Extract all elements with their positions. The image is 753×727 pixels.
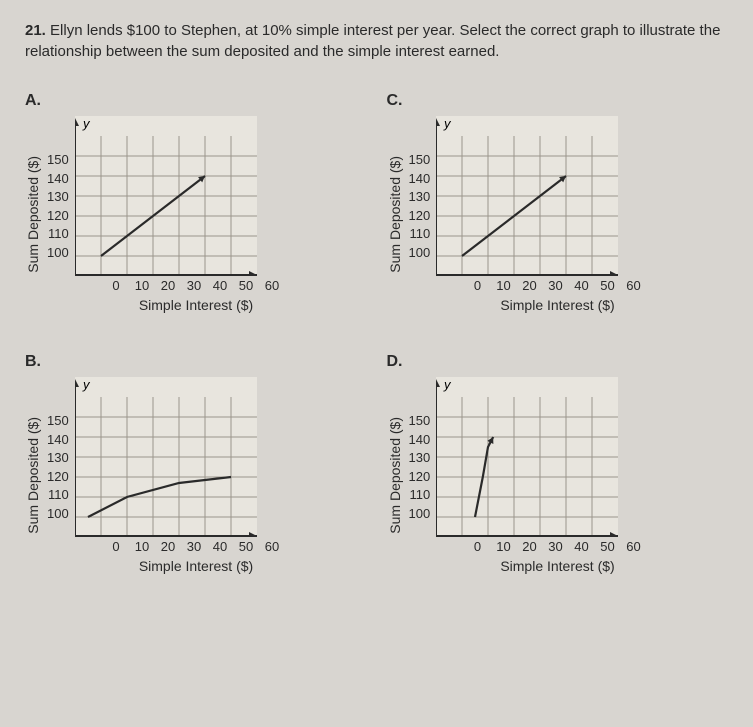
chart-wrap: Sum Deposited ($) 150140130120110100 y 0102… [25, 116, 367, 313]
chart-plot: y [75, 377, 257, 537]
chart-wrap: Sum Deposited ($) 150140130120110100 y 0102… [25, 377, 367, 574]
x-axis-label: Simple Interest ($) [469, 558, 647, 574]
svg-text:y: y [443, 377, 452, 392]
panel-D: D. Sum Deposited ($) 150140130120110100 y 01… [387, 353, 729, 574]
svg-text:y: y [82, 377, 91, 392]
y-ticks: 150140130120110100 [409, 116, 431, 260]
question-number: 21. [25, 22, 46, 39]
panel-label: D. [387, 353, 729, 371]
panel-A: A. Sum Deposited ($) 150140130120110100 y 01… [25, 92, 367, 313]
chart-plot: y [436, 116, 618, 276]
y-ticks: 150140130120110100 [409, 377, 431, 521]
y-axis-label: Sum Deposited ($) [387, 417, 403, 534]
x-ticks: 0102030405060 [103, 539, 285, 554]
panels-grid: A. Sum Deposited ($) 150140130120110100 y 01… [25, 92, 728, 574]
x-ticks: 0102030405060 [465, 539, 647, 554]
chart-plot: y [75, 116, 257, 276]
panel-label: C. [387, 92, 729, 110]
panel-label: A. [25, 92, 367, 110]
svg-text:y: y [443, 116, 452, 131]
panel-C: C. Sum Deposited ($) 150140130120110100 y 01… [387, 92, 729, 313]
x-ticks: 0102030405060 [465, 278, 647, 293]
y-axis-label: Sum Deposited ($) [25, 156, 41, 273]
chart-wrap: Sum Deposited ($) 150140130120110100 y 0102… [387, 377, 729, 574]
panel-label: B. [25, 353, 367, 371]
x-axis-label: Simple Interest ($) [107, 558, 285, 574]
y-axis-label: Sum Deposited ($) [25, 417, 41, 534]
question-text: 21. Ellyn lends $100 to Stephen, at 10% … [25, 20, 728, 62]
y-axis-label: Sum Deposited ($) [387, 156, 403, 273]
y-ticks: 150140130120110100 [47, 116, 69, 260]
chart-wrap: Sum Deposited ($) 150140130120110100 y 0102… [387, 116, 729, 313]
panel-B: B. Sum Deposited ($) 150140130120110100 y 01… [25, 353, 367, 574]
x-axis-label: Simple Interest ($) [107, 297, 285, 313]
question-body: Ellyn lends $100 to Stephen, at 10% simp… [25, 22, 720, 60]
svg-text:y: y [82, 116, 91, 131]
chart-plot: y [436, 377, 618, 537]
y-ticks: 150140130120110100 [47, 377, 69, 521]
x-axis-label: Simple Interest ($) [469, 297, 647, 313]
x-ticks: 0102030405060 [103, 278, 285, 293]
